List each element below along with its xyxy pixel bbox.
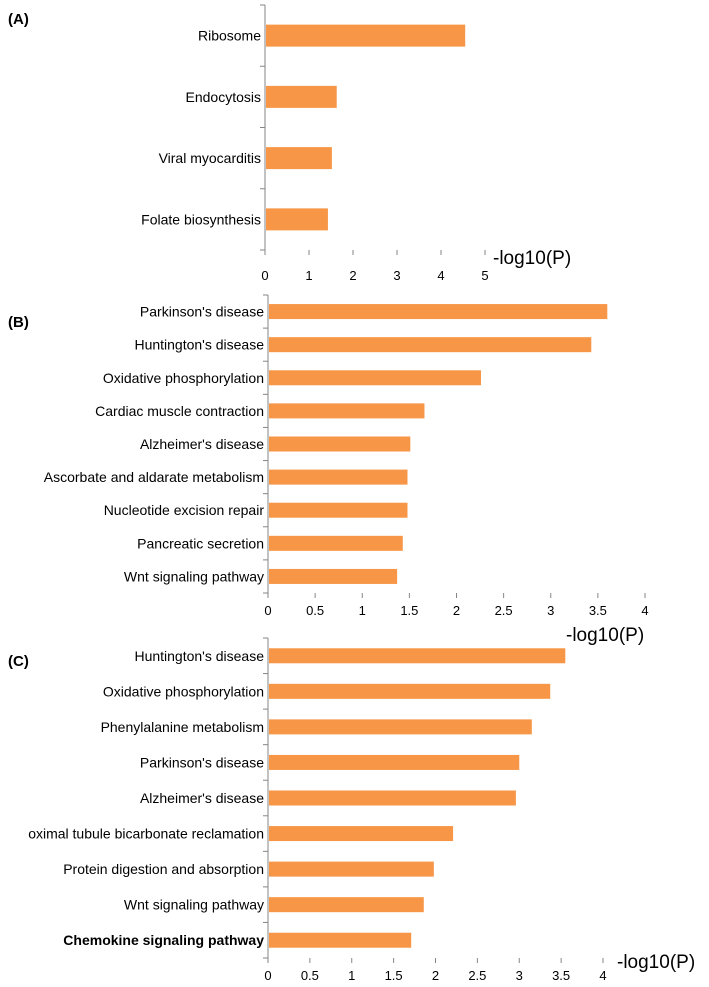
category-label: Protein digestion and absorption [63, 861, 264, 877]
x-axis-title: -log10(P) [617, 952, 695, 973]
x-tick-label: 4 [641, 603, 648, 618]
x-tick-label: 3 [516, 968, 523, 983]
category-label: Cardiac muscle contraction [95, 403, 264, 419]
panel-a: (A) -log10(P) 0 1 2 3 4 5 Ribosome Endocytosis V… [8, 4, 571, 283]
x-tick-label: 1 [359, 603, 366, 618]
bar [269, 790, 516, 806]
bar [269, 648, 566, 664]
x-tick-label: 0 [261, 268, 268, 283]
x-tick-label: 1 [305, 268, 312, 283]
category-label: Huntington's disease [134, 337, 264, 353]
bar [269, 502, 408, 518]
category-label: Parkinson's disease [140, 754, 264, 770]
x-tick-label: 1.5 [400, 603, 418, 618]
category-label: Nucleotide excision repair [104, 502, 265, 518]
category-label: Ribosome [198, 28, 261, 44]
bar [269, 304, 608, 320]
panel-b: (B) -log10(P) 0 0.5 1 1.5 2 2.5 3 3.5 4 Parkinson… [8, 294, 649, 646]
x-tick-label: 4 [599, 968, 606, 983]
bar [269, 436, 411, 452]
panel-label: (A) [8, 11, 29, 28]
x-tick-label: 0.5 [306, 603, 324, 618]
category-label: Oxidative phosphorylation [103, 370, 264, 386]
category-label: Chemokine signaling pathway [63, 932, 264, 948]
x-tick-label: 2.5 [495, 603, 513, 618]
category-label: Folate biosynthesis [141, 211, 261, 227]
x-tick-label: 4 [437, 268, 444, 283]
x-tick-label: 2 [349, 268, 356, 283]
x-tick-label: 3.5 [552, 968, 570, 983]
x-tick-label: 5 [481, 268, 488, 283]
bar [269, 719, 532, 735]
category-label: Alzheimer's disease [140, 436, 264, 452]
bar [269, 683, 551, 699]
x-axis-title: -log10(P) [566, 625, 644, 646]
bar [269, 897, 424, 913]
category-label: oximal tubule bicarbonate reclamation [28, 826, 264, 842]
x-tick-label: 0.5 [301, 968, 319, 983]
category-label: Endocytosis [186, 89, 261, 105]
panel-label: (C) [8, 653, 29, 670]
x-tick-label: 2.5 [468, 968, 486, 983]
category-label: Wnt signaling pathway [124, 897, 264, 913]
bar [269, 568, 398, 584]
category-label: Ascorbate and aldarate metabolism [44, 469, 264, 485]
x-tick-label: 3 [393, 268, 400, 283]
x-tick-label: 0 [264, 603, 271, 618]
bar [269, 370, 482, 386]
category-label: Alzheimer's disease [140, 790, 264, 806]
panel-label: (B) [8, 314, 29, 331]
category-label: Oxidative phosphorylation [103, 683, 264, 699]
x-axis-title: -log10(P) [493, 248, 571, 269]
bar [269, 861, 434, 877]
category-label: Phenylalanine metabolism [101, 719, 264, 735]
bar [269, 932, 412, 948]
x-tick-label: 1 [348, 968, 355, 983]
x-tick-label: 3 [547, 603, 554, 618]
x-tick-label: 1.5 [385, 968, 403, 983]
category-label: Viral myocarditis [159, 150, 261, 166]
bar [266, 147, 332, 170]
bar [269, 337, 592, 353]
x-tick-label: 2 [453, 603, 460, 618]
x-tick-label: 2 [432, 968, 439, 983]
x-tick-label: 0 [264, 968, 271, 983]
bar [266, 85, 337, 108]
category-label: Pancreatic secretion [137, 535, 264, 551]
bar [266, 208, 328, 231]
bar [269, 535, 403, 551]
bar [269, 469, 408, 485]
category-label: Parkinson's disease [140, 304, 264, 320]
bar [269, 826, 454, 842]
panel-c: (C) -log10(P) 0 0.5 1 1.5 2 2.5 3 3.5 4 Huntingto… [8, 637, 695, 983]
x-tick-label: 3.5 [589, 603, 607, 618]
bar [269, 754, 520, 770]
bar [266, 24, 466, 47]
category-label: Huntington's disease [134, 648, 264, 664]
bar [269, 403, 425, 419]
category-label: Wnt signaling pathway [124, 568, 264, 584]
